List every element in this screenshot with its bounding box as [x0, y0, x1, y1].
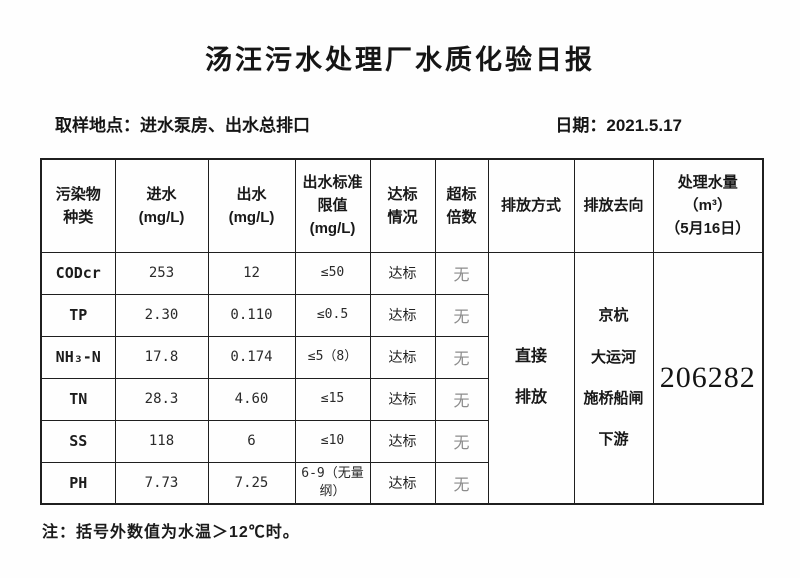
cell-exceedance: 无	[434, 335, 489, 379]
table-row-nh3n: NH₃-N 17.8 0.174 ≤5（8） 达标 无	[40, 335, 763, 379]
cell-exceedance: 无	[434, 461, 489, 505]
cell-limit: 6-9（无量纲）	[294, 461, 371, 505]
cell-inflow: 253	[114, 251, 209, 295]
header-discharge-method: 排放方式	[487, 158, 575, 253]
meta-row: 取样地点：进水泵房、出水总排口 日期：2021.5.17	[55, 111, 682, 136]
cell-inflow: 7.73	[114, 461, 209, 505]
header-outflow-limit: 出水标准 限值 (mg/L)	[294, 158, 371, 253]
cell-pollutant: SS	[40, 419, 116, 463]
cell-compliance: 达标	[369, 293, 436, 337]
header-discharge-destination: 排放去向	[573, 158, 654, 253]
sampling-location-label: 取样地点：进水泵房、出水总排口	[55, 116, 310, 135]
cell-compliance: 达标	[369, 377, 436, 421]
cell-pollutant: TN	[40, 377, 116, 421]
cell-pollutant: NH₃-N	[40, 335, 116, 379]
header-inflow: 进水 (mg/L)	[114, 158, 209, 253]
header-outflow: 出水 (mg/L)	[207, 158, 296, 253]
cell-discharge-method: 直接 排放	[487, 251, 575, 505]
cell-exceedance: 无	[434, 377, 489, 421]
header-water-volume: 处理水量 （m³） （5月16日）	[652, 158, 764, 253]
report-date-label: 日期：2021.5.17	[555, 116, 682, 135]
water-quality-table: 污染物 种类 进水 (mg/L) 出水 (mg/L) 出水标准 限值 (mg/L…	[40, 158, 764, 505]
table-row-ss: SS 118 6 ≤10 达标 无	[40, 419, 763, 463]
header-exceedance: 超标 倍数	[434, 158, 489, 253]
cell-outflow: 4.60	[207, 377, 296, 421]
header-pollutant-type: 污染物 种类	[40, 158, 116, 253]
cell-outflow: 7.25	[207, 461, 296, 505]
cell-inflow: 118	[114, 419, 209, 463]
cell-limit: ≤15	[294, 377, 371, 421]
cell-exceedance: 无	[434, 419, 489, 463]
table-row-ph: PH 7.73 7.25 6-9（无量纲） 达标 无	[40, 461, 763, 505]
cell-pollutant: TP	[40, 293, 116, 337]
header-row: 污染物 种类 进水 (mg/L) 出水 (mg/L) 出水标准 限值 (mg/L…	[40, 158, 764, 253]
cell-water-volume: 206282	[652, 251, 764, 505]
cell-discharge-destination: 京杭 大运河 施桥船闸 下游	[573, 251, 654, 505]
cell-compliance: 达标	[369, 419, 436, 463]
table-row-tn: TN 28.3 4.60 ≤15 达标 无	[40, 377, 763, 421]
cell-exceedance: 无	[434, 293, 489, 337]
cell-pollutant: PH	[40, 461, 116, 505]
footnote: 注：括号外数值为水温＞12℃时。	[42, 524, 300, 541]
cell-exceedance: 无	[434, 251, 489, 295]
cell-limit: ≤5（8）	[294, 335, 371, 379]
cell-outflow: 0.110	[207, 293, 296, 337]
table-row-tp: TP 2.30 0.110 ≤0.5 达标 无	[40, 293, 763, 337]
cell-limit: ≤50	[294, 251, 371, 295]
cell-outflow: 6	[207, 419, 296, 463]
header-compliance: 达标 情况	[369, 158, 436, 253]
cell-inflow: 17.8	[114, 335, 209, 379]
table-row-codcr: CODcr 253 12 ≤50 达标 无 直接 排放 京杭 大运河 施桥船闸 …	[40, 251, 764, 505]
report-title: 汤汪污水处理厂水质化验日报	[205, 45, 595, 75]
cell-limit: ≤10	[294, 419, 371, 463]
cell-outflow: 12	[207, 251, 296, 295]
cell-compliance: 达标	[369, 461, 436, 505]
cell-pollutant: CODcr	[40, 251, 116, 295]
cell-inflow: 28.3	[114, 377, 209, 421]
cell-inflow: 2.30	[114, 293, 209, 337]
cell-compliance: 达标	[369, 335, 436, 379]
cell-limit: ≤0.5	[294, 293, 371, 337]
cell-outflow: 0.174	[207, 335, 296, 379]
cell-compliance: 达标	[369, 251, 436, 295]
